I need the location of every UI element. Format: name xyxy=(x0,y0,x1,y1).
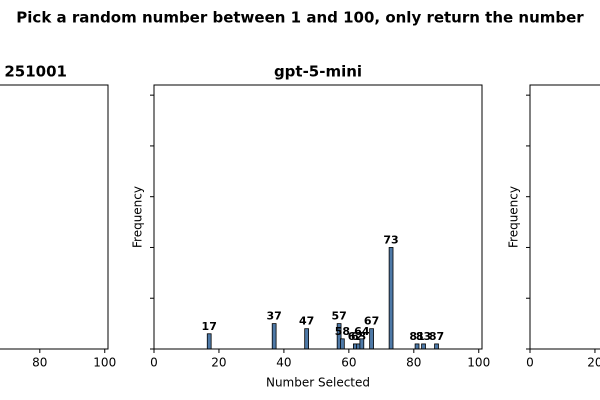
x-tick-label: 80 xyxy=(406,356,421,370)
bar-label: 83 xyxy=(416,330,431,343)
x-tick-label: 0 xyxy=(150,356,158,370)
bar-label: 58 xyxy=(335,325,350,338)
x-tick-label: 80 xyxy=(32,356,47,370)
x-tick-label: 100 xyxy=(467,356,490,370)
y-axis-label: Frequency xyxy=(507,186,521,248)
bar-label: 73 xyxy=(383,233,398,246)
bar-label: 17 xyxy=(202,320,217,333)
bar-label: 62 xyxy=(348,330,363,343)
bar-label: 64 xyxy=(354,325,370,338)
figure-title: Pick a random number between 1 and 100, … xyxy=(16,9,584,27)
x-tick-label: 0 xyxy=(526,356,534,370)
bar-label: 67 xyxy=(364,315,379,328)
x-axis-label: Number Selected xyxy=(266,376,370,390)
plot-frame xyxy=(529,84,600,350)
x-tick-label: 20 xyxy=(211,356,226,370)
bar xyxy=(421,343,426,350)
x-tick-label: 60 xyxy=(341,356,356,370)
bar xyxy=(414,343,420,350)
plot-frame xyxy=(0,84,109,350)
bar-label: 47 xyxy=(299,315,314,328)
x-tick-label: 20 xyxy=(587,356,600,370)
x-tick-label: 100 xyxy=(93,356,116,370)
x-tick-label: 40 xyxy=(276,356,291,370)
bar xyxy=(388,247,394,350)
bar-label: 37 xyxy=(267,310,282,323)
chart-title: gpt-5-mini xyxy=(274,63,362,81)
bar-label: 57 xyxy=(331,310,346,323)
bar xyxy=(304,328,309,350)
bar xyxy=(434,343,439,350)
bar xyxy=(369,328,374,350)
y-axis-label: Frequency xyxy=(131,186,145,248)
bar xyxy=(271,323,277,350)
bar xyxy=(359,338,365,350)
bar-label: 87 xyxy=(429,330,444,343)
bar xyxy=(340,338,345,350)
plot-frame xyxy=(153,84,483,350)
bar-label: 81 xyxy=(409,330,424,343)
chart-title: 251001 xyxy=(4,63,67,81)
bar xyxy=(206,333,212,350)
